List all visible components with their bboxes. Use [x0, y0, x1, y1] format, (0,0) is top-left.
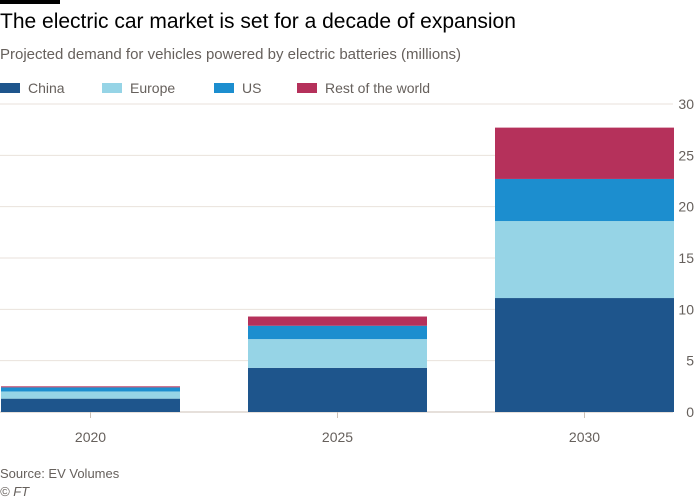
legend-label: US: [242, 80, 262, 96]
bar-segment: [495, 178, 674, 222]
bar-segment: [1, 386, 180, 388]
y-tick-label: 15: [678, 250, 694, 266]
legend-label: China: [28, 80, 65, 96]
legend-item: Rest of the world: [297, 80, 430, 96]
bar-segment: [495, 221, 674, 299]
copyright: © FT: [0, 484, 30, 499]
y-tick-label: 30: [678, 96, 694, 112]
bar-segment: [495, 298, 674, 412]
legend-item: US: [214, 80, 261, 96]
bar-segment: [248, 339, 427, 368]
y-tick-label: 10: [678, 301, 694, 317]
chart-subtitle: Projected demand for vehicles powered by…: [0, 46, 462, 63]
legend-swatch: [0, 83, 20, 93]
y-tick-label: 0: [686, 404, 694, 420]
bar-segment: [248, 325, 427, 340]
y-tick-label: 25: [678, 147, 694, 163]
source-note: Source: EV Volumes: [0, 466, 120, 481]
legend-item: China: [0, 80, 65, 96]
brand-bar: [0, 0, 60, 4]
x-tick-label: 2025: [322, 429, 353, 445]
bar-segment: [248, 367, 427, 412]
legend-item: Europe: [102, 80, 175, 96]
legend-label: Rest of the world: [325, 80, 431, 96]
legend-swatch: [214, 83, 234, 93]
bar-segment: [1, 387, 180, 392]
bar-segment: [1, 391, 180, 399]
x-tick-label: 2020: [75, 429, 106, 445]
legend-swatch: [297, 83, 317, 93]
legend-swatch: [102, 83, 122, 93]
y-tick-label: 20: [678, 199, 694, 215]
y-tick-label: 5: [686, 353, 694, 369]
bar-segment: [248, 316, 427, 326]
bar-segment: [495, 127, 674, 179]
legend-label: Europe: [130, 80, 176, 96]
chart-title: The electric car market is set for a dec…: [0, 10, 516, 33]
bar-segment: [1, 398, 180, 412]
x-tick-label: 2030: [569, 429, 600, 445]
